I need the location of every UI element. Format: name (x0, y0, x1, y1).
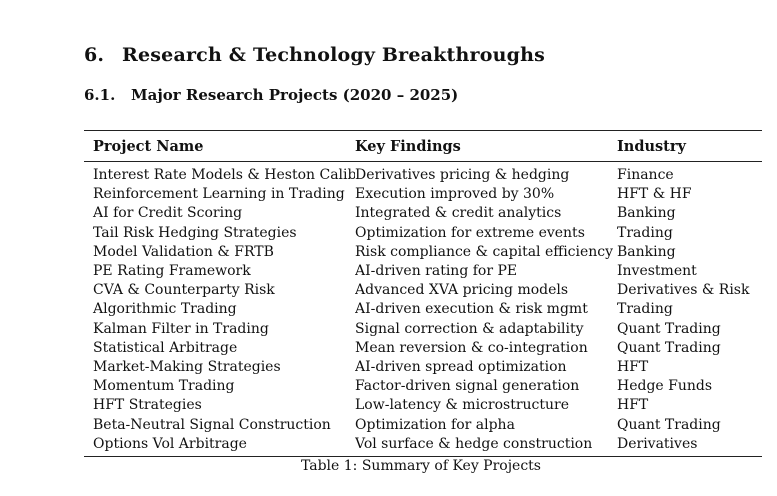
cell-key-findings: AI-driven execution & risk mgmt (355, 301, 588, 318)
cell-project-name: HFT Strategies (93, 397, 202, 414)
subsection-heading: 6.1. Major Research Projects (2020 – 2025… (84, 86, 458, 104)
subsection-number: 6.1. (84, 86, 116, 104)
cell-project-name: Tail Risk Hedging Strategies (93, 224, 297, 241)
cell-industry: Trading (617, 301, 673, 318)
cell-key-findings: Factor-driven signal generation (355, 378, 580, 395)
cell-project-name: Model Validation & FRTB (93, 243, 274, 260)
header-key-findings: Key Findings (355, 138, 461, 155)
cell-industry: Trading (617, 224, 673, 241)
cell-industry: Derivatives & Risk (617, 282, 750, 299)
table-row: Options Vol Arbitrage Vol surface & hedge… (84, 435, 762, 454)
cell-industry: HFT (617, 359, 649, 376)
cell-key-findings: Derivatives pricing & hedging (355, 167, 570, 183)
cell-project-name: PE Rating Framework (93, 263, 251, 280)
cell-industry: HFT (617, 397, 649, 414)
table-body: Interest Rate Models & Heston Calib Deriv… (84, 162, 762, 456)
cell-project-name: Momentum Trading (93, 378, 235, 395)
table-row: Model Validation & FRTB Risk compliance &… (84, 243, 762, 262)
cell-industry: Quant Trading (617, 339, 721, 356)
cell-key-findings: Integrated & credit analytics (355, 205, 562, 222)
cell-key-findings: AI-driven rating for PE (355, 263, 518, 280)
table-row: Statistical Arbitrage Mean reversion & co… (84, 339, 762, 358)
header-industry: Industry (617, 138, 686, 155)
table-bottom-rule (84, 456, 762, 458)
table-row: PE Rating Framework AI-driven rating for … (84, 262, 762, 281)
table-row: Market-Making Strategies AI-driven spread… (84, 358, 762, 377)
cell-key-findings: Mean reversion & co-integration (355, 339, 588, 356)
cell-project-name: Statistical Arbitrage (93, 339, 238, 356)
table-row: Algorithmic Trading AI-driven execution &… (84, 300, 762, 319)
cell-project-name: Options Vol Arbitrage (93, 435, 247, 452)
table-row: Momentum Trading Factor-driven signal gen… (84, 377, 762, 396)
cell-industry: Investment (617, 263, 697, 280)
table-row: Kalman Filter in Trading Signal correctio… (84, 320, 762, 339)
cell-key-findings: Execution improved by 30% (355, 186, 555, 203)
cell-industry: Finance (617, 167, 674, 183)
table-caption: Table 1: Summary of Key Projects (300, 458, 541, 474)
cell-project-name: Interest Rate Models & Heston Calib (93, 167, 355, 183)
cell-project-name: AI for Credit Scoring (93, 205, 243, 222)
cell-industry: Banking (617, 205, 676, 222)
table-row: HFT Strategies Low-latency & microstructu… (84, 396, 762, 415)
projects-table: Project Name Key Findings Industry Inter… (84, 130, 762, 458)
subsection-title: Major Research Projects (2020 – 2025) (131, 86, 459, 104)
cell-industry: Derivatives (617, 435, 698, 452)
cell-industry: Quant Trading (617, 320, 721, 337)
table-row: Tail Risk Hedging Strategies Optimization… (84, 224, 762, 243)
cell-industry: Hedge Funds (617, 378, 713, 395)
cell-project-name: Beta-Neutral Signal Construction (93, 416, 331, 433)
cell-key-findings: AI-driven spread optimization (355, 359, 567, 376)
table-row: AI for Credit Scoring Integrated & credit… (84, 204, 762, 223)
table-header-row: Project Name Key Findings Industry (84, 131, 762, 161)
section-title: Research & Technology Breakthroughs (122, 44, 546, 66)
cell-key-findings: Signal correction & adaptability (355, 320, 584, 337)
section-heading: 6. Research & Technology Breakthroughs (84, 44, 545, 66)
cell-project-name: Reinforcement Learning in Trading (93, 186, 345, 203)
cell-key-findings: Risk compliance & capital efficiency (355, 243, 614, 260)
table-row: Interest Rate Models & Heston Calib Deriv… (84, 166, 762, 185)
cell-key-findings: Optimization for alpha (355, 416, 515, 433)
cell-project-name: CVA & Counterparty Risk (93, 282, 275, 299)
cell-key-findings: Low-latency & microstructure (355, 397, 569, 414)
table-row: CVA & Counterparty Risk Advanced XVA pric… (84, 281, 762, 300)
cell-key-findings: Optimization for extreme events (355, 224, 585, 241)
cell-project-name: Kalman Filter in Trading (93, 320, 269, 337)
table-top-rule (84, 130, 762, 131)
table-mid-rule (84, 161, 762, 162)
header-project-name: Project Name (93, 138, 204, 155)
cell-industry: HFT & HF (617, 186, 692, 203)
cell-project-name: Algorithmic Trading (93, 301, 237, 318)
cell-key-findings: Vol surface & hedge construction (355, 435, 593, 452)
cell-industry: Banking (617, 243, 676, 260)
cell-key-findings: Advanced XVA pricing models (355, 282, 569, 299)
cell-industry: Quant Trading (617, 416, 721, 433)
table-row: Reinforcement Learning in Trading Executi… (84, 185, 762, 204)
table-row: Beta-Neutral Signal Construction Optimiza… (84, 416, 762, 435)
section-number: 6. (84, 44, 105, 66)
cell-project-name: Market-Making Strategies (93, 359, 281, 376)
